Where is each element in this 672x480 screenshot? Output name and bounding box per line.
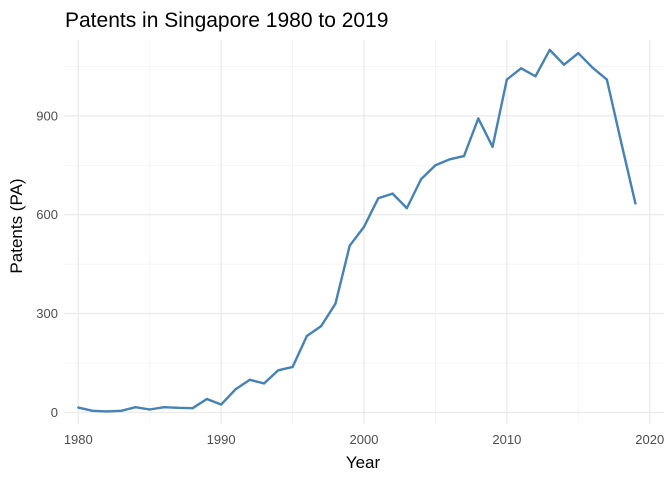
data-point-2007 <box>462 154 466 158</box>
data-point-1997 <box>319 324 323 328</box>
data-point-1994 <box>277 369 280 372</box>
data-point-1991 <box>234 388 237 391</box>
data-point-1981 <box>91 409 94 413</box>
y-tick-label: 0 <box>51 405 58 420</box>
x-tick-label: 2010 <box>492 432 521 447</box>
data-point-2012 <box>534 75 537 78</box>
data-point-2008 <box>477 117 480 120</box>
x-tick-label: 1990 <box>207 432 236 447</box>
data-point-2019 <box>634 202 637 205</box>
data-point-2003 <box>405 206 409 210</box>
data-point-1988 <box>191 406 194 410</box>
data-point-2014 <box>562 63 566 66</box>
data-point-1984 <box>134 405 137 409</box>
data-point-1993 <box>262 382 266 385</box>
y-tick-label: 300 <box>36 306 58 321</box>
data-point-2015 <box>577 51 580 55</box>
data-layer <box>77 48 637 413</box>
x-tick-label: 1980 <box>64 432 93 447</box>
data-point-1986 <box>162 405 166 409</box>
data-point-1992 <box>248 378 251 382</box>
data-point-1999 <box>348 244 351 247</box>
y-axis-title: Patents (PA) <box>7 178 26 273</box>
data-point-2009 <box>491 145 494 148</box>
grid <box>64 40 664 424</box>
data-point-1989 <box>205 397 209 401</box>
data-point-2002 <box>391 192 394 195</box>
data-point-1995 <box>291 365 294 369</box>
data-point-1996 <box>305 334 309 338</box>
data-point-2005 <box>434 164 437 167</box>
data-point-1982 <box>105 410 109 413</box>
chart-title: Patents in Singapore 1980 to 2019 <box>65 9 388 32</box>
data-point-2013 <box>548 48 551 52</box>
series-line <box>78 48 637 413</box>
data-point-2001 <box>377 197 380 200</box>
x-tick-label: 2020 <box>635 432 664 447</box>
data-point-1998 <box>334 302 337 305</box>
data-point-2000 <box>362 225 366 229</box>
data-point-2017 <box>605 78 609 81</box>
x-tick-label: 2000 <box>350 432 379 447</box>
x-axis-tick-labels: 1980 1990 2000 2010 2020 <box>64 432 664 447</box>
data-point-1983 <box>119 409 123 413</box>
y-axis-tick-labels: 0 300 600 900 <box>36 108 58 420</box>
y-tick-label: 900 <box>36 108 58 123</box>
y-tick-label: 600 <box>36 207 58 222</box>
data-point-1987 <box>177 406 180 410</box>
data-point-1985 <box>148 408 151 411</box>
data-point-2016 <box>591 66 594 69</box>
data-point-1980 <box>77 406 80 409</box>
data-point-2006 <box>448 158 451 161</box>
data-point-1990 <box>219 403 223 406</box>
data-point-2011 <box>519 67 523 70</box>
data-point-2018 <box>619 140 623 144</box>
data-point-2010 <box>505 78 509 81</box>
data-point-2004 <box>419 177 423 181</box>
x-axis-title: Year <box>346 453 381 472</box>
